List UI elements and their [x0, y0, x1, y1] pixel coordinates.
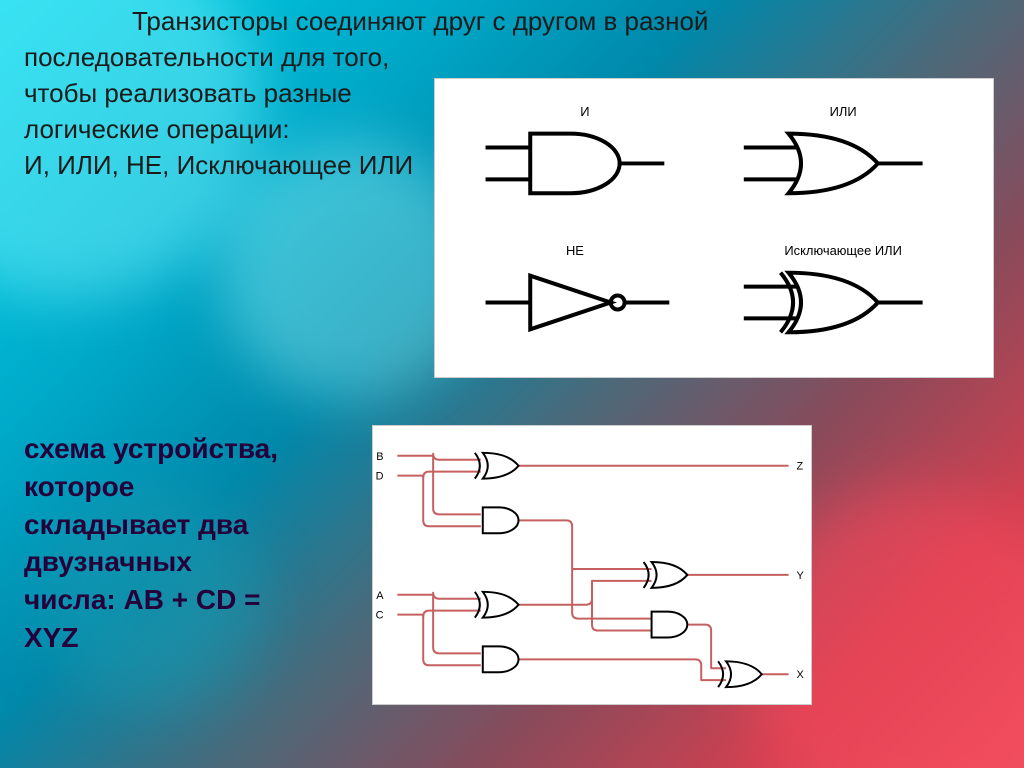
schema-caption-block: схема устройства, которое складывает два… [24, 430, 364, 657]
logic-gates-panel: И ИЛИ НЕ Исключающее ИЛИ [434, 78, 994, 378]
schema-line: которое [24, 468, 364, 506]
svg-text:X: X [797, 669, 805, 681]
adder-circuit-panel: BD AC Z Y X [372, 425, 812, 705]
svg-text:B: B [376, 451, 383, 463]
schema-line: складывает два [24, 506, 364, 544]
schema-line: двузначных [24, 543, 364, 581]
svg-text:Z: Z [797, 461, 804, 473]
adder-svg: BD AC Z Y X [373, 426, 811, 704]
svg-text:И: И [580, 104, 589, 119]
svg-text:Исключающее ИЛИ: Исключающее ИЛИ [784, 243, 901, 258]
schema-line: XYZ [24, 619, 364, 657]
intro-line: последовательности для того, [24, 40, 1004, 76]
svg-text:C: C [376, 610, 384, 622]
svg-text:Y: Y [797, 570, 805, 582]
schema-line: схема устройства, [24, 430, 364, 468]
gates-svg: И ИЛИ НЕ Исключающее ИЛИ [435, 79, 993, 377]
svg-text:A: A [376, 590, 384, 602]
svg-text:ИЛИ: ИЛИ [830, 104, 857, 119]
intro-line: Транзисторы соединяют друг с другом в ра… [24, 4, 1004, 40]
schema-line: числа: АВ + CD = [24, 581, 364, 619]
svg-text:НЕ: НЕ [566, 243, 584, 258]
svg-text:D: D [376, 471, 384, 483]
